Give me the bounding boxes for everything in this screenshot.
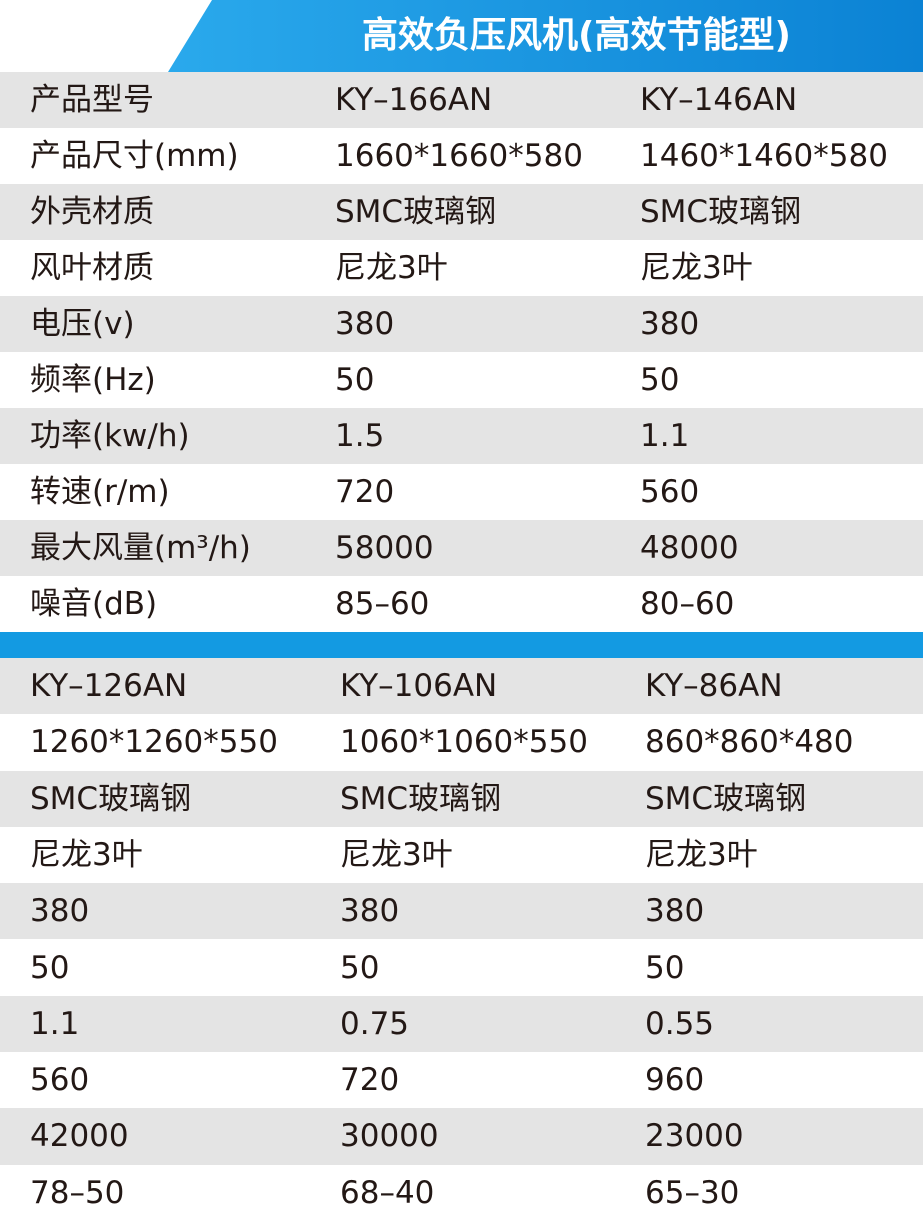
table-cell: 产品型号	[30, 82, 154, 118]
table-cell: 噪音(dB)	[30, 586, 158, 622]
table-cell: 产品尺寸(mm)	[30, 138, 239, 174]
table-cell: 外壳材质	[30, 194, 154, 230]
table-cell: KY–166AN	[335, 82, 493, 118]
table-row: 78–50 68–40 65–30	[0, 1165, 923, 1221]
table-cell: 50	[340, 949, 380, 986]
table-cell: 50	[640, 362, 680, 398]
table-row: 42000 30000 23000	[0, 1108, 923, 1165]
table-cell: 720	[340, 1062, 400, 1099]
table-row: 风叶材质 尼龙3叶 尼龙3叶	[0, 240, 923, 296]
title: 高效负压风机(高效节能型)	[362, 15, 791, 56]
table-cell: 1660*1660*580	[335, 138, 583, 174]
table-cell: KY–126AN	[30, 668, 188, 704]
table-cell: KY–106AN	[340, 668, 498, 704]
table-cell: 1.5	[335, 418, 385, 454]
table-cell: 风叶材质	[30, 250, 154, 286]
table-cell: 50	[30, 949, 70, 986]
table-row: 1.1 0.75 0.55	[0, 995, 923, 1053]
table-cell: 58000	[335, 530, 434, 566]
table-row: 50 50 50	[0, 940, 923, 996]
table-row: 频率(Hz) 50 50	[0, 352, 923, 408]
table-cell: 尼龙3叶	[340, 836, 453, 873]
table-cell: 频率(Hz)	[30, 362, 156, 398]
table-cell: 68–40	[340, 1174, 435, 1211]
table-cell: 560	[30, 1062, 90, 1099]
table-row: 产品型号 KY–166AN KY–146AN	[0, 72, 923, 128]
table-cell: 1.1	[30, 1005, 80, 1042]
table-row: 最大风量(m³/h) 58000 48000	[0, 520, 923, 576]
table-cell: 转速(r/m)	[30, 474, 170, 510]
table-row: 噪音(dB) 85–60 80–60	[0, 576, 923, 632]
table-cell: SMC玻璃钢	[335, 194, 497, 230]
table-cell: 功率(kw/h)	[30, 418, 190, 454]
table-row: 转速(r/m) 720 560	[0, 464, 923, 520]
table-cell: 48000	[640, 530, 739, 566]
table-cell: 30000	[340, 1118, 439, 1155]
table-cell: KY–146AN	[640, 82, 798, 118]
table-cell: 1460*1460*580	[640, 138, 888, 174]
table-cell: 720	[335, 474, 395, 510]
table-cell: 380	[335, 306, 395, 342]
table-cell: 23000	[645, 1118, 744, 1155]
table-cell: 50	[335, 362, 375, 398]
table-cell: 80–60	[640, 586, 735, 622]
title-banner	[168, 0, 923, 72]
table-cell: 380	[30, 893, 90, 930]
table-cell: 560	[640, 474, 700, 510]
table-cell: 380	[640, 306, 700, 342]
table-cell: 尼龙3叶	[335, 250, 448, 286]
table-cell: SMC玻璃钢	[30, 780, 192, 817]
table-row: 电压(v) 380 380	[0, 296, 923, 352]
table-cell: 尼龙3叶	[30, 836, 143, 873]
table-row: 功率(kw/h) 1.5 1.1	[0, 408, 923, 464]
table-cell: 1.1	[640, 418, 690, 454]
table-cell: 1060*1060*550	[340, 724, 588, 761]
table-cell: 50	[645, 949, 685, 986]
table-cell: 960	[645, 1062, 705, 1099]
table-cell: KY–86AN	[645, 668, 783, 704]
table-cell: 电压(v)	[30, 306, 135, 342]
table-cell: 78–50	[30, 1174, 125, 1211]
table-row: SMC玻璃钢 SMC玻璃钢 SMC玻璃钢	[0, 770, 923, 827]
table-row: 尼龙3叶 尼龙3叶 尼龙3叶	[0, 827, 923, 883]
table-cell: 尼龙3叶	[640, 250, 753, 286]
table-cell: 最大风量(m³/h)	[30, 530, 251, 566]
table-cell: 860*860*480	[645, 724, 854, 761]
table-cell: 0.75	[340, 1005, 410, 1042]
table-row: 外壳材质 SMC玻璃钢 SMC玻璃钢	[0, 184, 923, 240]
table-cell: SMC玻璃钢	[640, 194, 802, 230]
table-row: 1260*1260*550 1060*1060*550 860*860*480	[0, 714, 923, 770]
table-row: 560 720 960	[0, 1052, 923, 1108]
table-cell: 85–60	[335, 586, 430, 622]
table-cell: 0.55	[645, 1005, 715, 1042]
table-cell: 380	[340, 893, 400, 930]
separator-bar	[0, 632, 923, 658]
table-cell: 1260*1260*550	[30, 724, 278, 761]
table-cell: 尼龙3叶	[645, 836, 758, 873]
table-row: 产品尺寸(mm) 1660*1660*580 1460*1460*580	[0, 128, 923, 184]
table-cell: SMC玻璃钢	[645, 780, 807, 817]
table-cell: 42000	[30, 1118, 129, 1155]
table-cell: 380	[645, 893, 705, 930]
table-row: 380 380 380	[0, 883, 923, 940]
table-row: KY–126AN KY–106AN KY–86AN	[0, 658, 923, 715]
table-cell: SMC玻璃钢	[340, 780, 502, 817]
table-cell: 65–30	[645, 1174, 740, 1211]
